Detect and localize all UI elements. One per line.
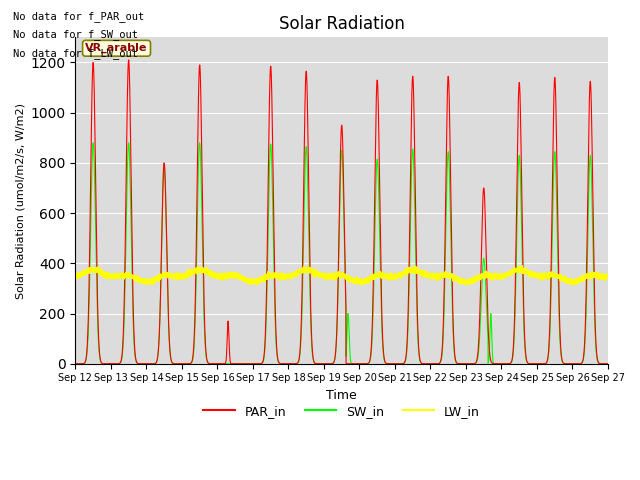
Y-axis label: Solar Radiation (umol/m2/s, W/m2): Solar Radiation (umol/m2/s, W/m2) — [15, 103, 25, 299]
LW_in — [491, 275, 499, 281]
Line: SW_in: SW_in — [76, 143, 608, 364]
LW_in — [72, 271, 79, 277]
Text: No data for f_LW_out: No data for f_LW_out — [13, 48, 138, 59]
LW_in — [186, 271, 193, 277]
PAR_in — [602, 361, 610, 367]
LW_in — [180, 275, 188, 280]
LW_in — [415, 269, 423, 275]
SW_in — [180, 361, 188, 367]
Text: No data for f_SW_out: No data for f_SW_out — [13, 29, 138, 40]
LW_in — [518, 263, 526, 269]
PAR_in — [72, 361, 79, 367]
SW_in — [72, 361, 79, 367]
PAR_in — [180, 361, 188, 367]
Text: VR_arable: VR_arable — [85, 43, 148, 53]
SW_in — [604, 361, 612, 367]
Legend: PAR_in, SW_in, LW_in: PAR_in, SW_in, LW_in — [198, 400, 485, 423]
PAR_in — [186, 361, 193, 367]
LW_in — [462, 282, 470, 288]
Title: Solar Radiation: Solar Radiation — [279, 15, 404, 33]
SW_in — [491, 361, 499, 367]
PAR_in — [604, 361, 612, 367]
X-axis label: Time: Time — [326, 389, 357, 402]
PAR_in — [491, 361, 499, 367]
SW_in — [186, 361, 193, 367]
LW_in — [271, 271, 278, 277]
Line: LW_in: LW_in — [76, 266, 608, 285]
LW_in — [602, 274, 610, 280]
PAR_in — [415, 350, 423, 356]
LW_in — [604, 275, 612, 280]
Line: PAR_in: PAR_in — [76, 60, 608, 364]
SW_in — [89, 140, 97, 146]
SW_in — [415, 353, 423, 359]
PAR_in — [271, 288, 278, 293]
PAR_in — [125, 57, 132, 63]
Text: No data for f_PAR_out: No data for f_PAR_out — [13, 11, 144, 22]
SW_in — [602, 361, 610, 367]
SW_in — [271, 307, 278, 312]
